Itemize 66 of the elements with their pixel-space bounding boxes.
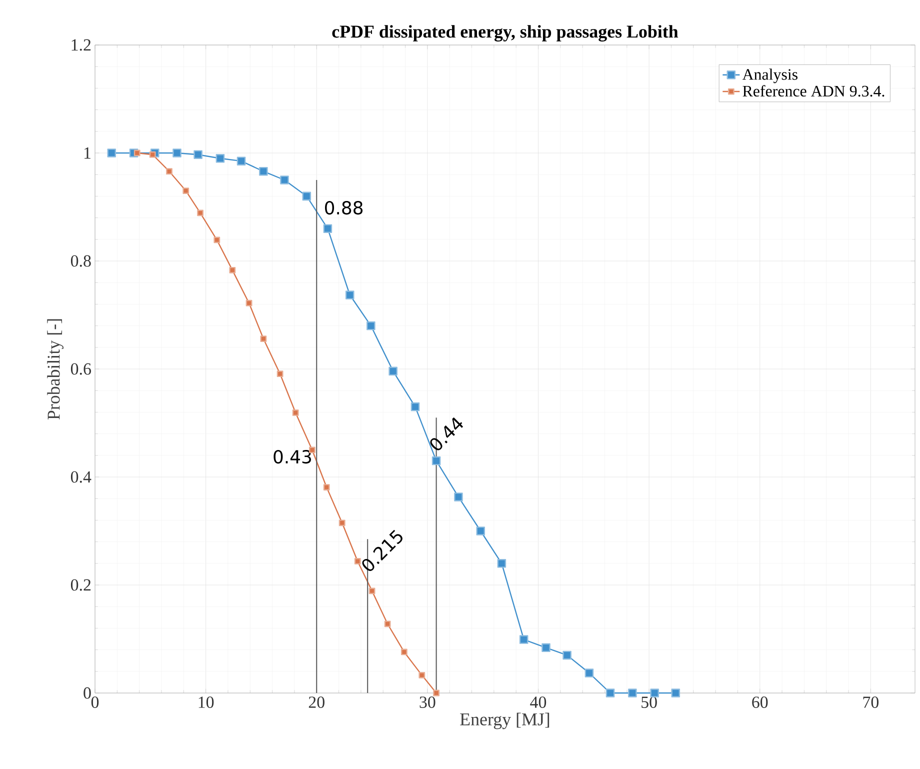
y-tick-label: 0.4 [70, 471, 92, 483]
point [236, 156, 246, 166]
point [384, 620, 391, 628]
point [562, 650, 572, 660]
x-axis-title: Energy [MJ] [460, 712, 550, 730]
point [368, 588, 376, 594]
x-tick-label: 20 [308, 696, 324, 708]
point [302, 192, 312, 201]
point [259, 166, 268, 176]
legend-label: Reference ADN 9.3.4. [742, 85, 884, 97]
y-axis-title: Probability [-] [47, 319, 64, 420]
point [388, 366, 398, 376]
point [260, 336, 267, 342]
y-tick-label: 0 [84, 687, 91, 699]
point [628, 688, 637, 698]
point [194, 150, 202, 159]
chart-title: cPDF dissipated energy, ship passages Lobith [332, 25, 678, 42]
point [418, 672, 426, 678]
point [354, 558, 361, 564]
point [197, 210, 204, 216]
point [366, 321, 376, 330]
y-tick-label: 1 [84, 147, 90, 159]
point [292, 410, 299, 416]
x-tick-label: 0 [91, 696, 99, 708]
legend-label: Analysis [742, 68, 798, 84]
point [246, 300, 252, 306]
point [323, 484, 330, 490]
point [172, 148, 182, 158]
point [345, 290, 354, 300]
annotation: 0.43 [274, 450, 311, 464]
point [650, 688, 659, 698]
point [323, 224, 332, 233]
y-tick-label: 0.8 [70, 255, 91, 267]
y-tick-label: 0.6 [70, 363, 91, 375]
point [519, 635, 528, 644]
point [410, 402, 420, 412]
point [433, 690, 440, 696]
point [182, 188, 190, 194]
point [606, 688, 615, 698]
point [280, 176, 289, 184]
point [107, 148, 116, 158]
x-tick-label: 50 [642, 696, 657, 708]
point [497, 559, 506, 568]
x-tick-label: 30 [420, 696, 436, 708]
point [671, 688, 680, 698]
point [542, 643, 550, 652]
x-tick-label: 60 [752, 696, 768, 708]
point [229, 266, 236, 274]
point [338, 520, 346, 526]
point [216, 154, 225, 163]
point [276, 370, 284, 378]
point [476, 526, 486, 536]
x-tick-label: 10 [198, 696, 214, 708]
point [400, 648, 408, 656]
point [134, 150, 140, 156]
y-tick-label: 0.2 [70, 579, 91, 591]
point [166, 168, 172, 175]
point [584, 668, 594, 678]
point [214, 236, 220, 244]
point [432, 456, 441, 466]
x-tick-label: 40 [530, 696, 546, 708]
y-tick-label: 1.2 [72, 39, 91, 51]
point [149, 151, 156, 158]
annotation: 0.88 [325, 201, 363, 215]
x-tick-label: 70 [863, 696, 879, 708]
point [454, 492, 463, 502]
